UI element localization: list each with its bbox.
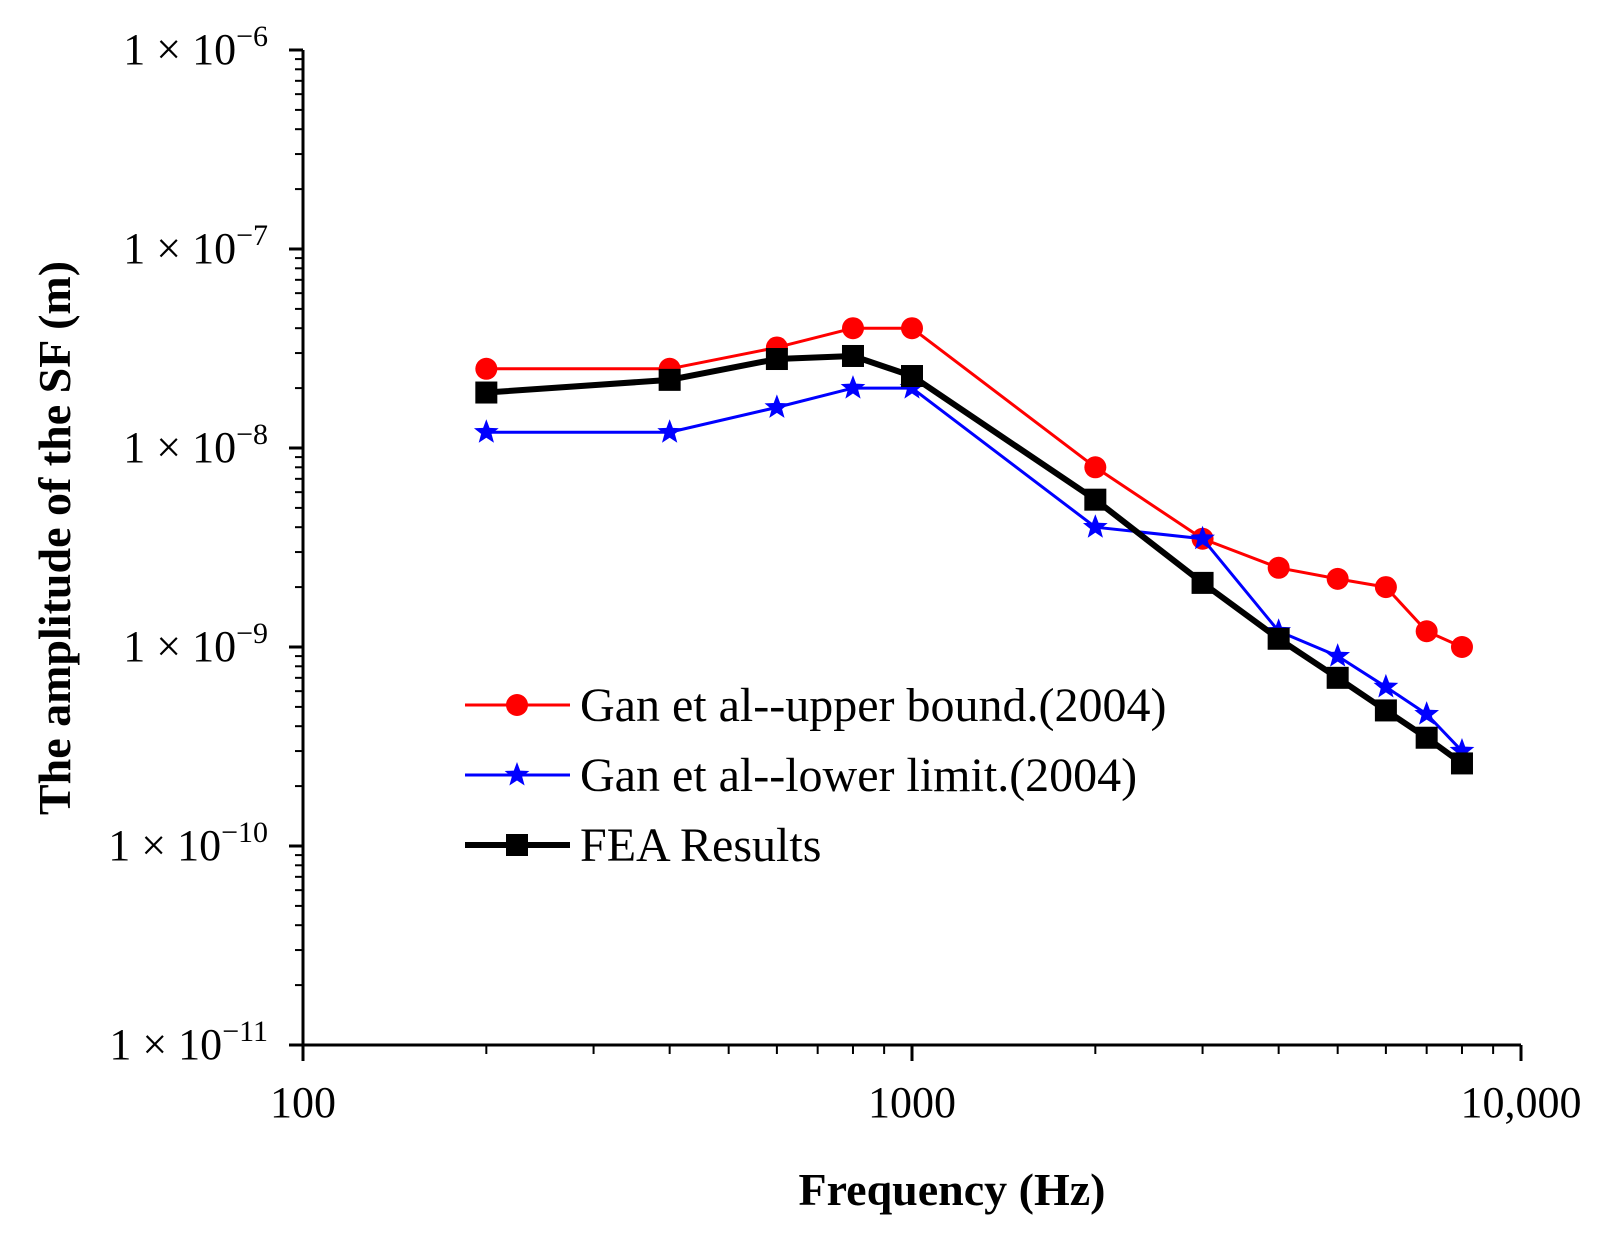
data-point-circle <box>1374 576 1397 599</box>
data-point-star <box>840 375 866 399</box>
data-point-square <box>475 381 498 404</box>
y-tick-label: 1 × 10−9 <box>123 617 268 671</box>
data-point-star <box>1414 701 1440 725</box>
data-point-square <box>1084 488 1107 511</box>
data-point-square <box>1326 666 1349 689</box>
data-point-square <box>1415 726 1438 749</box>
x-tick-label: 10,000 <box>1461 1078 1582 1127</box>
data-point-circle <box>1326 567 1349 590</box>
data-point-star <box>1449 738 1475 762</box>
data-point-circle <box>1450 636 1473 658</box>
data-point-star <box>1082 514 1108 538</box>
data-point-circle <box>1415 620 1438 643</box>
data-point-star <box>1325 643 1351 667</box>
legend-label: Gan et al--lower limit.(2004) <box>580 749 1137 802</box>
series-line <box>486 386 1464 753</box>
ticks <box>289 48 1523 1061</box>
legend-label: Gan et al--upper bound.(2004) <box>580 679 1166 732</box>
data-point-square <box>901 365 923 388</box>
data-point-square <box>1191 571 1214 594</box>
y-tick-label: 1 × 10−10 <box>108 816 268 870</box>
data-point-square <box>658 368 681 391</box>
x-tick-label: 1000 <box>868 1078 956 1127</box>
data-point-circle <box>1084 456 1107 479</box>
data-point-circle <box>506 694 528 716</box>
data-point-circle <box>841 317 864 340</box>
series-3 <box>475 344 1473 775</box>
data-point-star <box>504 762 530 786</box>
legend-label: FEA Results <box>580 819 821 872</box>
x-tick-label: 100 <box>270 1078 336 1127</box>
y-tick-label: 1 × 10−8 <box>123 418 268 472</box>
data-point-square <box>506 834 528 856</box>
data-point-star <box>657 419 683 443</box>
data-point-circle <box>901 317 923 340</box>
y-tick-label: 1 × 10−6 <box>123 20 268 74</box>
legend-item-1: Gan et al--upper bound.(2004) <box>465 679 1166 732</box>
y-axis-title: The amplitude of the SF (m) <box>29 261 80 815</box>
series-layer <box>473 317 1475 775</box>
y-tick-label: 1 × 10−7 <box>123 219 268 273</box>
data-point-circle <box>475 357 498 380</box>
data-point-star <box>1190 525 1215 550</box>
data-point-star <box>473 419 499 443</box>
data-point-square <box>1267 627 1290 650</box>
legend: Gan et al--upper bound.(2004) Gan et al--… <box>465 679 1166 872</box>
legend-item-2: Gan et al--lower limit.(2004) <box>465 749 1137 802</box>
y-tick-label: 1 × 10−11 <box>109 1015 268 1069</box>
data-point-star <box>1373 673 1399 698</box>
legend-item-3: FEA Results <box>465 819 821 872</box>
x-axis-title: Frequency (Hz) <box>798 1164 1105 1215</box>
data-point-square <box>765 348 788 371</box>
data-point-square <box>1450 752 1473 775</box>
data-point-square <box>841 344 864 367</box>
data-point-circle <box>1267 556 1290 579</box>
data-point-star <box>764 394 790 418</box>
data-point-square <box>1374 699 1397 722</box>
tick-labels: 100 1000 10,000 1 × 10−6 1 × 10−7 1 × 10−8 1 ×… <box>108 20 1581 1127</box>
